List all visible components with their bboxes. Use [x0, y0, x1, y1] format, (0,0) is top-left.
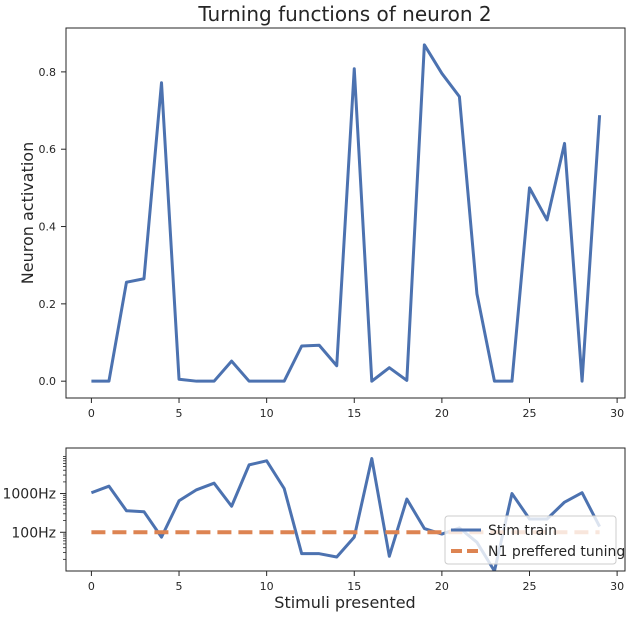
top-axes-frame: [65, 27, 626, 399]
bottom-axes-frame: [65, 447, 626, 572]
legend: Stim train N1 preffered tuning: [444, 515, 625, 565]
bottom-x-tick-label: 5: [176, 580, 183, 593]
top-series-line: [91, 43, 602, 383]
bottom-x-tick-label: 15: [347, 580, 361, 593]
top-y-axis-title: Neuron activation: [18, 142, 37, 284]
top-y-tick-label: 0.8: [39, 66, 57, 79]
top-plot-area: [91, 43, 602, 383]
bottom-x-tick-label: 10: [260, 580, 274, 593]
bottom-stim-line: [90, 457, 601, 571]
top-x-ticks: 0 5 10 15 20 25 30: [88, 398, 624, 420]
legend-box: [444, 515, 617, 565]
top-y-tick-label: 0.2: [39, 298, 57, 311]
top-y-tick-label: 0.0: [39, 375, 57, 388]
bottom-chart: Stimuli presented 100Hz 1000Hz 0 5 10 15 20 25…: [2, 447, 626, 612]
bottom-x-tick-label: 25: [522, 580, 536, 593]
legend-label-stim-train: Stim train: [488, 523, 557, 539]
bottom-x-tick-label: 30: [610, 580, 624, 593]
top-chart: Turning functions of neuron 2 Neuron act…: [18, 2, 626, 420]
bottom-x-tick-label: 20: [435, 580, 449, 593]
top-x-tick-label: 5: [176, 407, 183, 420]
bottom-x-tick-label: 0: [88, 580, 95, 593]
bottom-y-tick-label: 1000Hz: [2, 487, 56, 503]
bottom-x-axis-title: Stimuli presented: [274, 593, 415, 612]
bottom-y-tick-label: 100Hz: [11, 525, 56, 541]
top-y-tick-label: 0.6: [39, 143, 57, 156]
bottom-x-ticks: 0 5 10 15 20 25 30: [88, 571, 624, 593]
top-x-tick-label: 10: [260, 407, 274, 420]
top-x-tick-label: 25: [522, 407, 536, 420]
top-x-tick-label: 20: [435, 407, 449, 420]
top-y-ticks: 0.0 0.2 0.4 0.6 0.8: [39, 66, 66, 388]
chart-title: Turning functions of neuron 2: [197, 2, 491, 26]
legend-label-n1-tuning: N1 preffered tuning: [488, 544, 625, 560]
top-y-tick-label: 0.4: [39, 221, 57, 234]
top-x-tick-label: 15: [347, 407, 361, 420]
top-x-tick-label: 0: [88, 407, 95, 420]
top-x-tick-label: 30: [610, 407, 624, 420]
bottom-y-ticks: 100Hz 1000Hz: [2, 456, 66, 560]
